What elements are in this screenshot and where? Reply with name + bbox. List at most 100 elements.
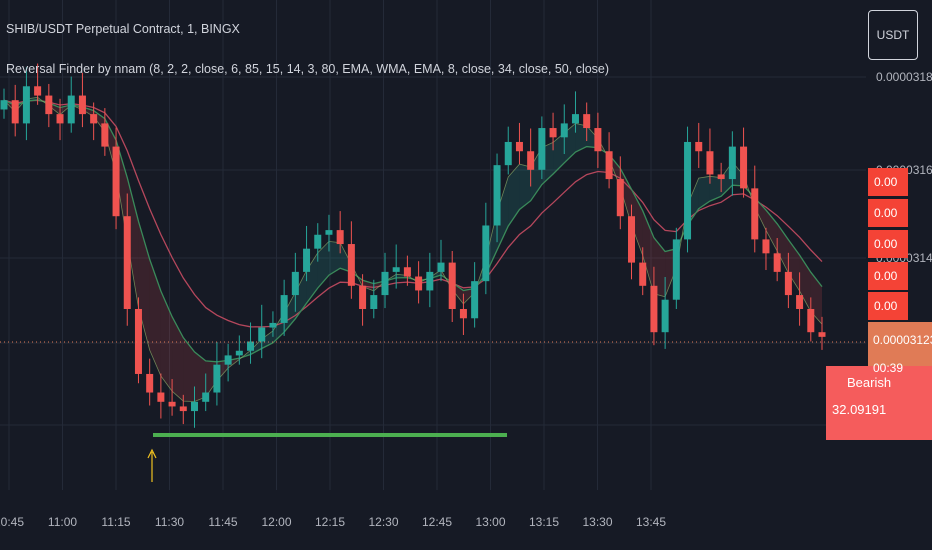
time-tick-label: 13:15 [529, 515, 559, 529]
candle-body [134, 309, 142, 374]
zero-label-bg [868, 230, 908, 258]
time-tick-label: 12:30 [368, 515, 398, 529]
currency-button[interactable]: USDT [868, 10, 918, 60]
candle-body [684, 141, 692, 240]
candle-body [90, 114, 98, 124]
candle-body [22, 86, 30, 124]
price-axis: 0.0000318000.0000316000.0000314000.00003… [826, 70, 932, 440]
countdown-label: 00:39 [873, 361, 903, 375]
candle-body [695, 141, 703, 152]
candle-body [605, 151, 613, 180]
ma-band-segment [575, 123, 587, 152]
zero-label: 0.00 [874, 299, 898, 313]
candle-body [538, 128, 546, 170]
symbol-title[interactable]: SHIB/USDT Perpetual Contract, 1, BINGX [6, 22, 240, 36]
time-axis: 10:45 11:00 11:15 11:30 11:45 12:00 12:15 12:30… [0, 515, 666, 529]
candle-body [325, 230, 333, 235]
time-tick-label: 13:45 [636, 515, 666, 529]
candle-body [628, 216, 636, 263]
bearish-label-bg [826, 366, 932, 440]
candle-body [381, 271, 389, 296]
candle-body [616, 179, 624, 217]
candle-body [291, 271, 299, 296]
ma-band-segment [553, 132, 565, 175]
candle-body [639, 262, 647, 286]
candle-body [336, 230, 344, 245]
ma-band-segment [765, 210, 778, 252]
ma-band-segment [306, 252, 318, 304]
candle-body [112, 146, 120, 217]
candle-body [235, 350, 243, 356]
zero-label-bg [868, 168, 908, 196]
candle-body [314, 234, 322, 249]
candle-body [818, 332, 826, 337]
zero-label-bg [868, 262, 908, 290]
candle-body [807, 309, 815, 333]
ma-band-segment [149, 259, 161, 376]
ma-band-segment [127, 177, 139, 308]
candle-body [258, 327, 266, 342]
current-price-label: 0.000031239 [873, 333, 932, 347]
ma-band-segment [328, 241, 341, 276]
candle-body [224, 355, 232, 365]
candle-body [549, 128, 557, 138]
ma-band-segment [172, 316, 184, 402]
candle-body [146, 373, 154, 393]
candle-body [706, 151, 714, 175]
candle-body [303, 248, 311, 272]
candle-body [34, 86, 42, 96]
zero-label: 0.00 [874, 175, 898, 189]
indicator-legend[interactable]: Reversal Finder by nnam (8, 2, 2, close,… [6, 62, 610, 76]
ma-band-segment [653, 237, 666, 297]
ma-band-segment [799, 255, 811, 312]
ma-band-segment [183, 337, 195, 402]
candle-body [426, 271, 434, 291]
bearish-value: 32.09191 [832, 402, 886, 417]
candle-body [594, 128, 602, 152]
candle-body [56, 114, 64, 124]
candle-body [78, 95, 86, 115]
time-tick-label: 13:30 [582, 515, 612, 529]
candle-body [751, 188, 759, 240]
candle-body [11, 100, 19, 124]
candle-body [359, 285, 367, 309]
candle-body [482, 225, 490, 282]
ma-band-segment [519, 164, 531, 210]
zero-label: 0.00 [874, 237, 898, 251]
time-tick-label: 11:30 [155, 515, 184, 529]
candle-body [672, 239, 680, 300]
time-tick-label: 10:45 [0, 515, 24, 529]
candle-body [471, 281, 479, 319]
candle-body [101, 123, 109, 147]
candle-body [448, 262, 456, 309]
candle-body [740, 146, 748, 189]
candle-body [280, 295, 288, 323]
candle-body [67, 95, 75, 124]
candle-body [157, 392, 165, 402]
time-tick-label: 12:15 [315, 515, 345, 529]
zero-label-bg [868, 292, 908, 320]
zero-label-bg [868, 199, 908, 227]
ma-band-segment [160, 291, 173, 392]
candle-body [571, 114, 579, 124]
up-arrow-icon [147, 448, 157, 459]
candle-body [347, 244, 355, 286]
candle-body [123, 216, 131, 309]
candle-body [796, 295, 804, 309]
candle-body [179, 406, 187, 412]
candle-body [717, 174, 725, 180]
candle-body [661, 299, 669, 333]
candle-body [762, 239, 770, 254]
time-tick-label: 13:00 [475, 515, 505, 529]
ma-band-segment [508, 164, 520, 227]
candle-body [583, 114, 591, 129]
candle-body [403, 267, 411, 277]
grid-lines [0, 0, 866, 490]
candle-body [415, 276, 423, 291]
candle-body [504, 141, 512, 166]
ma-band-segment [194, 351, 206, 402]
candle-body [247, 341, 255, 351]
price-tick-label: 0.000031800 [876, 70, 932, 84]
